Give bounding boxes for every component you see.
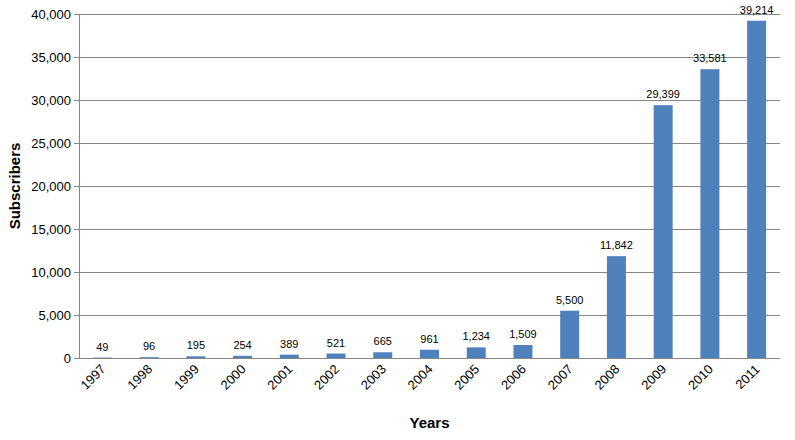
y-tick-label: 30,000 xyxy=(31,93,71,108)
x-tick-label: 2009 xyxy=(638,362,669,393)
y-tick xyxy=(74,358,79,359)
x-tick-label: 2006 xyxy=(498,362,529,393)
x-tick-label: 1998 xyxy=(124,362,155,393)
chart-svg: 0 5,000 10,000 15,000 20,000 25,000 30,000 35,0… xyxy=(0,0,795,440)
y-tick-label: 15,000 xyxy=(31,222,71,237)
bars xyxy=(93,21,766,358)
grid-line xyxy=(79,272,780,273)
data-label: 254 xyxy=(233,339,251,351)
bar xyxy=(654,105,673,358)
y-tick xyxy=(74,14,79,15)
bar xyxy=(420,350,439,358)
bar xyxy=(373,352,392,358)
x-tick-label: 2000 xyxy=(218,362,249,393)
y-tick xyxy=(74,186,79,187)
data-label: 11,842 xyxy=(600,239,633,251)
data-label: 96 xyxy=(143,340,155,352)
data-label: 389 xyxy=(280,338,298,350)
x-tick-label: 2003 xyxy=(358,362,389,393)
bar xyxy=(327,354,346,358)
y-tick-label: 5,000 xyxy=(38,308,71,323)
grid-line xyxy=(79,315,780,316)
y-axis-title: Subscribers xyxy=(6,143,23,230)
data-label: 33,581 xyxy=(693,52,727,64)
y-tick xyxy=(74,143,79,144)
data-label: 961 xyxy=(420,333,438,345)
bar xyxy=(280,355,299,358)
data-label: 665 xyxy=(374,335,392,347)
bar xyxy=(607,256,626,358)
x-tick-label: 2004 xyxy=(405,362,436,393)
x-tick-label: 2011 xyxy=(732,362,762,392)
y-tick xyxy=(74,272,79,273)
data-label: 1,509 xyxy=(509,328,537,340)
grid-line xyxy=(79,143,780,144)
bar xyxy=(513,345,532,358)
bar xyxy=(747,21,766,358)
data-label: 29,399 xyxy=(646,88,680,100)
data-label: 49 xyxy=(96,341,108,353)
y-tick-label: 10,000 xyxy=(31,265,71,280)
y-tick-label: 0 xyxy=(64,351,71,366)
y-tick-label: 20,000 xyxy=(31,179,71,194)
bar xyxy=(700,69,719,358)
bar xyxy=(560,311,579,358)
x-tick-label: 1997 xyxy=(77,362,108,393)
bar xyxy=(467,347,486,358)
grid-line xyxy=(79,358,780,359)
x-tick-label: 2002 xyxy=(311,362,342,393)
y-tick xyxy=(74,100,79,101)
y-tick-label: 25,000 xyxy=(31,136,71,151)
grid-line xyxy=(79,14,780,15)
data-label: 521 xyxy=(327,337,345,349)
y-tick xyxy=(74,57,79,58)
grid-line xyxy=(79,186,780,187)
y-tick-label: 40,000 xyxy=(31,7,71,22)
x-axis-line xyxy=(79,358,780,359)
y-tick xyxy=(74,229,79,230)
x-tick-label: 2007 xyxy=(545,362,576,393)
x-axis-title: Years xyxy=(409,414,449,431)
y-tick xyxy=(74,315,79,316)
x-tick-label: 2010 xyxy=(685,362,716,393)
x-tick-label: 2005 xyxy=(451,362,482,393)
x-tick-label: 2008 xyxy=(591,362,622,393)
x-tick-label: 1999 xyxy=(171,362,202,393)
grid-line xyxy=(79,229,780,230)
data-label: 1,234 xyxy=(462,330,490,342)
data-label: 39,214 xyxy=(740,4,774,16)
data-label: 5,500 xyxy=(556,294,584,306)
y-tick-label: 35,000 xyxy=(31,50,71,65)
x-tick-label: 2001 xyxy=(264,362,295,393)
y-axis-line xyxy=(79,14,80,358)
grid-line xyxy=(79,57,780,58)
data-label: 195 xyxy=(187,339,205,351)
chart-container: 0 5,000 10,000 15,000 20,000 25,000 30,000 35,0… xyxy=(0,0,795,440)
